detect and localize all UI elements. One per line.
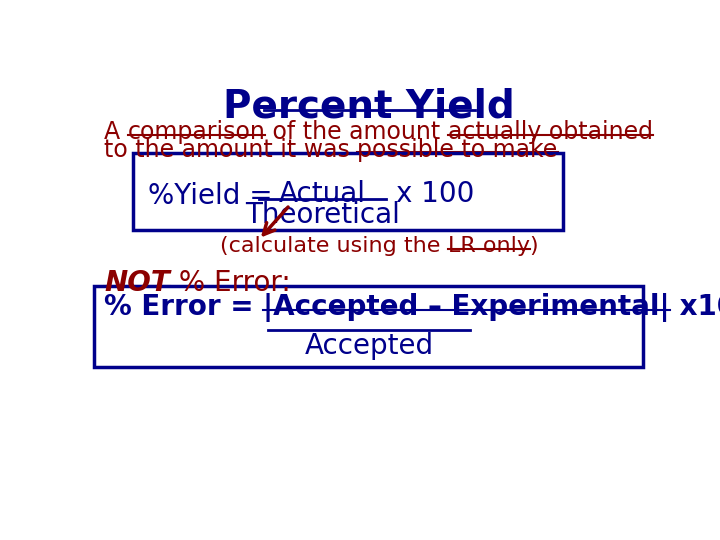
Text: of the amount: of the amount [266, 120, 448, 144]
Text: NOT: NOT [104, 269, 170, 297]
Text: Accepted: Accepted [305, 332, 433, 360]
Text: |Accepted – Experimental|: |Accepted – Experimental| [264, 294, 670, 322]
Text: Actual: Actual [279, 180, 366, 208]
Text: possible to make: possible to make [357, 138, 557, 162]
Text: actually obtained: actually obtained [448, 120, 653, 144]
Text: x 100: x 100 [396, 180, 474, 208]
Text: Percent Yield: Percent Yield [223, 88, 515, 126]
Text: %Yield =: %Yield = [148, 182, 282, 210]
Text: A: A [104, 120, 127, 144]
Text: % Error:: % Error: [170, 269, 290, 297]
FancyBboxPatch shape [94, 286, 642, 367]
Text: LR only: LR only [448, 236, 530, 256]
Text: x100: x100 [670, 294, 720, 321]
Text: comparison: comparison [127, 120, 266, 144]
Text: Theoretical: Theoretical [245, 201, 400, 229]
Text: % Error =: % Error = [104, 294, 264, 321]
Text: to the amount it was: to the amount it was [104, 138, 357, 162]
Text: (calculate using the: (calculate using the [220, 236, 448, 256]
FancyBboxPatch shape [132, 153, 563, 231]
Text: ): ) [530, 236, 539, 256]
